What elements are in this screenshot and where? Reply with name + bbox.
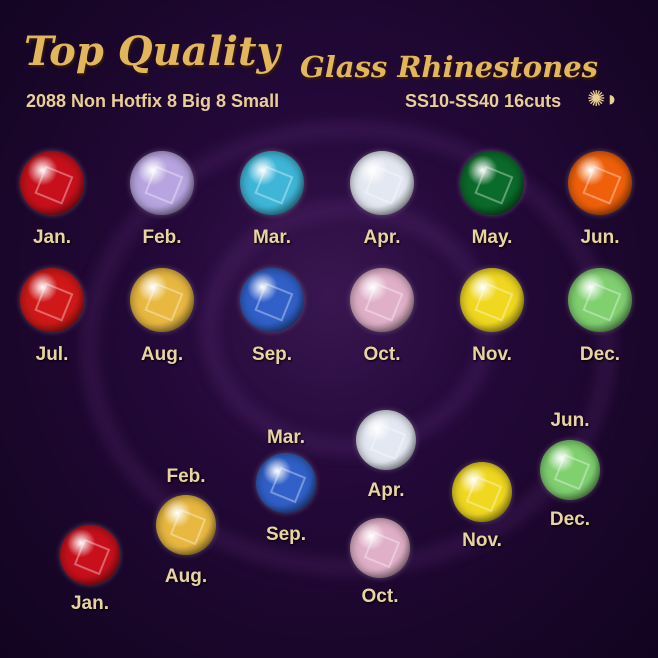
rhinestone xyxy=(156,495,216,555)
rhinestone xyxy=(452,462,512,522)
month-label: Nov. xyxy=(462,530,502,551)
month-label: Jan. xyxy=(70,593,110,614)
month-label: Jan. xyxy=(32,227,72,248)
month-label: Mar. xyxy=(252,227,292,248)
month-label: Jun. xyxy=(580,227,620,248)
month-label: Feb. xyxy=(166,466,206,487)
rhinestone-cut-icon: ✺◗ xyxy=(587,86,619,111)
month-label: Mar. xyxy=(266,427,306,448)
month-label: Aug. xyxy=(140,344,184,365)
month-label: Aug. xyxy=(164,566,208,587)
month-label: Dec. xyxy=(579,344,621,365)
rhinestone xyxy=(460,268,524,332)
rhinestone xyxy=(130,268,194,332)
month-label: Sep. xyxy=(265,524,307,545)
rhinestone xyxy=(350,268,414,332)
month-label: Nov. xyxy=(472,344,512,365)
rhinestone xyxy=(350,518,410,578)
month-label: Sep. xyxy=(251,344,293,365)
title-secondary: Glass Rhinestones xyxy=(300,50,598,84)
month-label: Oct. xyxy=(361,586,399,607)
rhinestone xyxy=(350,151,414,215)
rhinestone xyxy=(130,151,194,215)
rhinestone xyxy=(240,151,304,215)
rhinestone xyxy=(20,268,84,332)
month-label: Apr. xyxy=(367,480,405,501)
rhinestone xyxy=(240,268,304,332)
rhinestone xyxy=(460,151,524,215)
month-label: Jun. xyxy=(550,410,590,431)
month-label: Apr. xyxy=(363,227,401,248)
rhinestone xyxy=(540,440,600,500)
rhinestone xyxy=(568,151,632,215)
month-label: Dec. xyxy=(549,509,591,530)
subtitle-right: SS10-SS40 16cuts xyxy=(405,91,562,111)
month-label: May. xyxy=(471,227,513,248)
month-label: Jul. xyxy=(35,344,69,365)
month-label: Feb. xyxy=(142,227,182,248)
rhinestone xyxy=(568,268,632,332)
title-main: Top Quality xyxy=(24,28,280,75)
rhinestone xyxy=(20,151,84,215)
rhinestone xyxy=(256,453,316,513)
rhinestone xyxy=(356,410,416,470)
month-label: Oct. xyxy=(363,344,401,365)
rhinestone xyxy=(60,525,120,585)
subtitle-left: 2088 Non Hotfix 8 Big 8 Small xyxy=(26,91,280,111)
